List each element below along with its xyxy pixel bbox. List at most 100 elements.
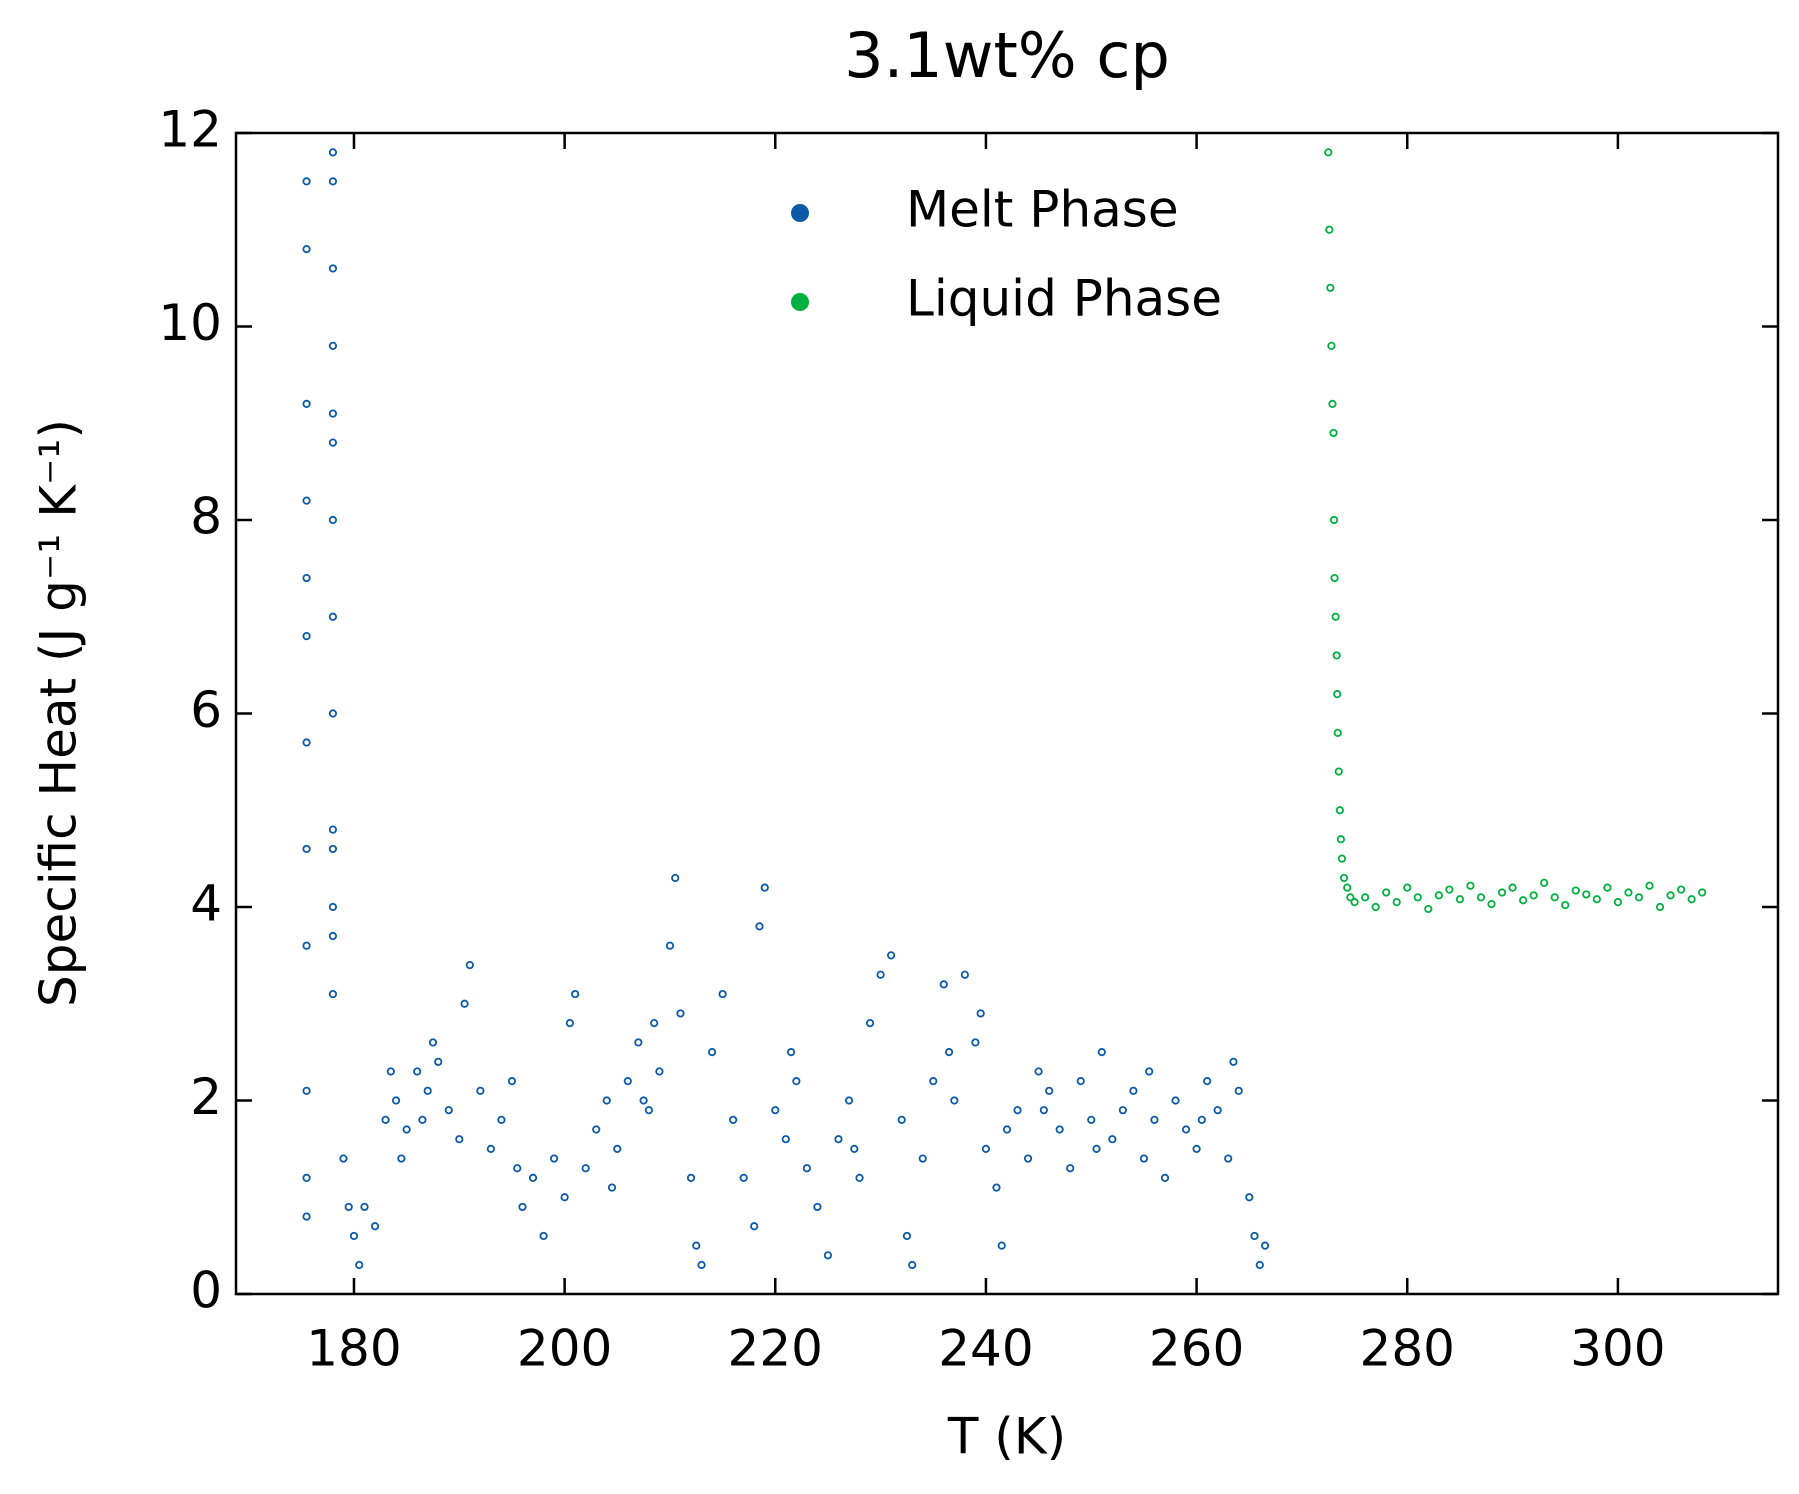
scatter-point xyxy=(634,1038,643,1047)
scatter-point xyxy=(1476,893,1486,902)
scatter-point xyxy=(302,1173,311,1183)
scatter-point xyxy=(976,1009,985,1018)
scatter-point xyxy=(592,1125,601,1134)
scatter-point xyxy=(423,1086,432,1095)
scatter-point xyxy=(1550,893,1559,902)
scatter-point xyxy=(781,1135,790,1144)
scatter-point xyxy=(302,399,311,408)
scatter-point xyxy=(1676,885,1686,894)
scatter-point xyxy=(497,1115,506,1124)
scatter-point xyxy=(386,1067,395,1076)
scatter-point xyxy=(476,1086,485,1095)
scatter-point xyxy=(850,1144,859,1153)
scatter-point xyxy=(1339,873,1349,883)
scatter-point xyxy=(465,960,474,970)
scatter-point xyxy=(360,1202,369,1212)
y-tick-label: 12 xyxy=(158,101,222,159)
scatter-point xyxy=(1392,898,1401,907)
scatter-point xyxy=(302,177,311,186)
scatter-point xyxy=(328,902,338,912)
scatter-point xyxy=(1403,883,1412,892)
scatter-point xyxy=(771,1106,780,1115)
scatter-point xyxy=(755,922,764,931)
scatter-point xyxy=(802,1164,811,1173)
scatter-point xyxy=(1613,898,1623,907)
scatter-point xyxy=(1023,1154,1033,1163)
scatter-point xyxy=(671,873,680,883)
scatter-point xyxy=(328,341,338,350)
scatter-point xyxy=(1197,1115,1206,1124)
scatter-point xyxy=(844,1096,854,1105)
scatter-point xyxy=(344,1202,353,1212)
scatter-point xyxy=(1039,1106,1048,1115)
scatter-point xyxy=(1055,1125,1064,1134)
scatter-point xyxy=(1687,895,1696,904)
scatter-point xyxy=(328,931,338,941)
scatter-point xyxy=(707,1048,717,1057)
scatter-point xyxy=(328,515,338,525)
scatter-point xyxy=(1561,900,1570,910)
y-tick-label: 6 xyxy=(190,681,222,739)
scatter-point xyxy=(1328,399,1337,408)
y-tick-label: 0 xyxy=(190,1262,222,1320)
scatter-point xyxy=(328,177,338,186)
scatter-point xyxy=(1582,890,1591,899)
scatter-point xyxy=(1181,1125,1191,1134)
scatter-point xyxy=(1424,904,1433,914)
plot-frame xyxy=(234,131,1780,1296)
scatter-point xyxy=(786,1048,796,1057)
scatter-point xyxy=(402,1125,411,1134)
scatter-point xyxy=(413,1067,422,1076)
x-tick-label: 200 xyxy=(517,1320,612,1378)
scatter-point xyxy=(823,1251,833,1260)
scatter-point xyxy=(381,1115,390,1124)
scatter-point xyxy=(939,980,948,989)
scatter-point xyxy=(665,941,675,950)
y-tick-label: 4 xyxy=(190,875,222,933)
scatter-point xyxy=(549,1154,559,1163)
scatter-point xyxy=(1097,1048,1106,1057)
scatter-point xyxy=(1371,902,1380,912)
scatter-point xyxy=(655,1067,664,1076)
scatter-point xyxy=(1260,1241,1270,1250)
scatter-point xyxy=(1325,225,1334,234)
scatter-point xyxy=(1234,1086,1243,1095)
scatter-point xyxy=(960,970,969,979)
scatter-point xyxy=(1333,690,1342,699)
scatter-point xyxy=(1350,898,1359,907)
scatter-point xyxy=(997,1241,1006,1250)
scatter-point xyxy=(1603,883,1612,892)
scatter-point xyxy=(328,844,338,854)
x-tick-label: 300 xyxy=(1570,1320,1665,1378)
legend-label: Liquid Phase xyxy=(906,270,1222,328)
x-axis-label: T (K) xyxy=(947,1408,1066,1466)
scatter-point xyxy=(1333,728,1342,737)
y-tick-label: 8 xyxy=(190,488,222,546)
x-tick-label: 280 xyxy=(1360,1320,1455,1378)
scatter-point xyxy=(944,1048,954,1057)
scatter-point xyxy=(328,438,338,447)
scatter-point xyxy=(1698,888,1707,897)
scatter-point xyxy=(1327,341,1336,350)
scatter-point xyxy=(328,709,338,718)
scatter-point xyxy=(1118,1106,1127,1115)
scatter-point xyxy=(1255,1260,1264,1270)
scatter-point xyxy=(1066,1164,1075,1173)
scatter-point xyxy=(460,999,469,1008)
scatter-point xyxy=(455,1135,464,1144)
scatter-point xyxy=(528,1173,538,1183)
scatter-point xyxy=(1329,428,1338,438)
scatter-point xyxy=(897,1115,906,1124)
scatter-point xyxy=(1324,148,1333,157)
scatter-point xyxy=(339,1154,348,1163)
scatter-point xyxy=(302,496,311,505)
scatter-point xyxy=(302,941,311,950)
scatter-point xyxy=(355,1260,364,1270)
scatter-point xyxy=(302,1086,311,1095)
scatter-point xyxy=(1092,1144,1101,1153)
x-tick-label: 220 xyxy=(728,1320,823,1378)
scatter-point xyxy=(697,1260,706,1270)
scatter-point xyxy=(929,1077,938,1086)
scatter-point xyxy=(1150,1115,1159,1124)
